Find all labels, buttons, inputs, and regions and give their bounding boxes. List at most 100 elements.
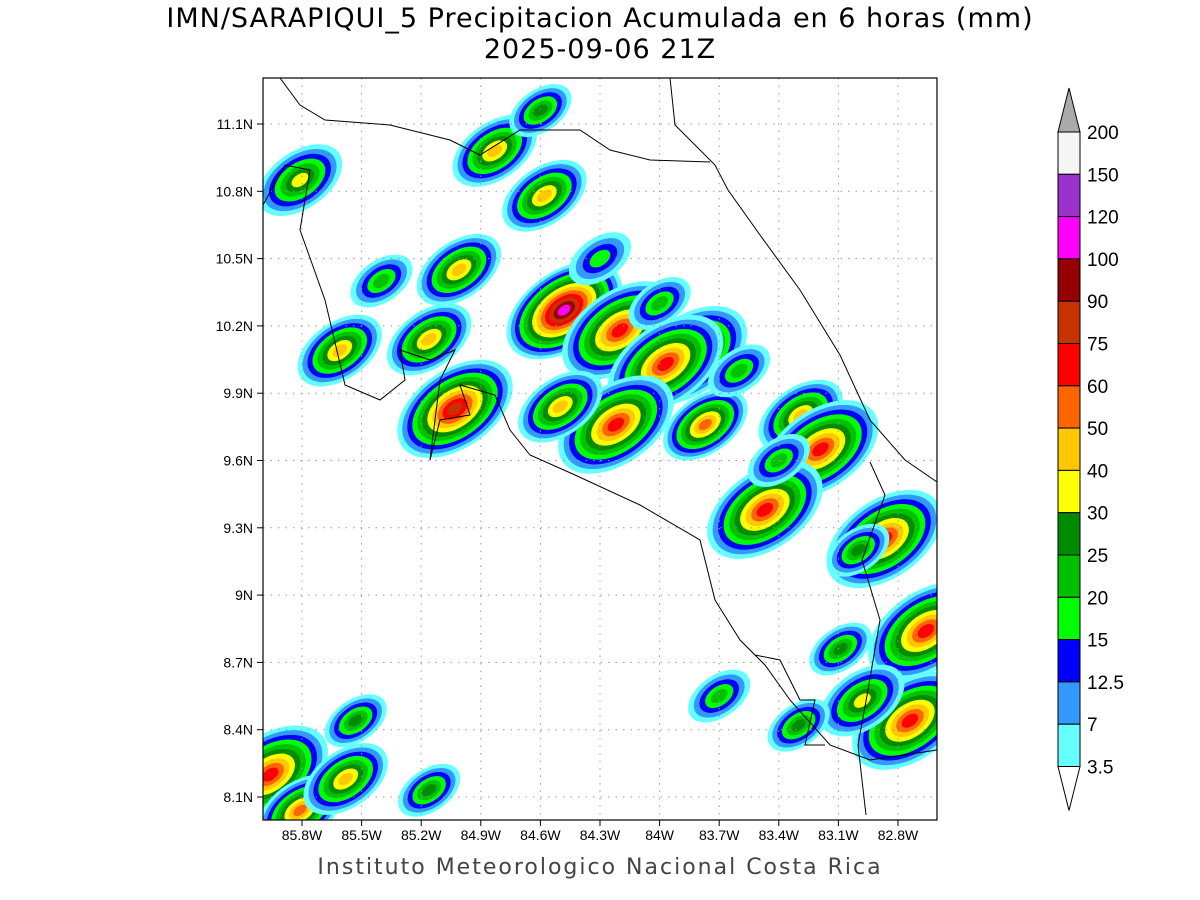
colorbar-swatch <box>1057 427 1081 471</box>
precip-contour <box>263 767 279 782</box>
x-tick-label: 84.3W <box>580 827 621 843</box>
y-tick-label: 9N <box>235 587 253 603</box>
precip-cell <box>707 460 823 559</box>
colorbar-label: 60 <box>1087 377 1108 398</box>
colorbar-label: 3.5 <box>1087 758 1113 779</box>
precip-contour <box>557 304 571 316</box>
precip-contour <box>611 323 629 338</box>
colorbar-swatch <box>1057 469 1081 514</box>
colorbar-swatch <box>1057 723 1081 768</box>
colorbar-swatch <box>1057 173 1081 218</box>
y-tick-label: 11.1N <box>217 116 253 132</box>
precip-contour <box>421 333 437 346</box>
colorbar-swatch <box>1057 681 1081 725</box>
colorbar-swatch <box>1057 216 1081 260</box>
precip-cell <box>663 388 748 461</box>
precip-cell <box>416 233 502 306</box>
precip-contour <box>756 502 774 517</box>
footer-credit: Instituto Meteorologico Nacional Costa R… <box>317 855 883 880</box>
precip-cell <box>398 763 461 817</box>
precip-cell <box>350 254 413 308</box>
y-tick-label: 9.9N <box>223 385 253 401</box>
colorbar-swatch <box>1057 300 1081 345</box>
precip-contour <box>833 642 848 656</box>
map-title: IMN/SARAPIQUI_5 Precipitacion Acumulada … <box>166 3 1034 34</box>
precip-contour <box>698 418 712 431</box>
precip-cell <box>386 303 472 376</box>
y-tick-label: 10.8N <box>216 183 253 199</box>
precip-contour <box>451 263 467 277</box>
precip-contour <box>552 400 568 413</box>
x-tick-label: 84.9W <box>461 827 502 843</box>
x-tick-label: 82.8W <box>878 827 919 843</box>
precip-contour <box>917 623 935 639</box>
precip-cell <box>868 581 937 681</box>
precip-contour <box>291 172 309 188</box>
precip-contour <box>338 772 354 786</box>
precip-cell <box>707 344 771 398</box>
precip-cell <box>688 669 751 723</box>
precip-contour <box>791 719 806 732</box>
colorbar-label: 90 <box>1087 292 1108 313</box>
x-tick-label: 83.1W <box>818 827 859 843</box>
precip-contour <box>710 688 728 704</box>
precip-contour <box>851 544 866 557</box>
precip-cell <box>452 115 537 187</box>
precip-cell <box>518 370 603 443</box>
y-tick-label: 8.1N <box>223 789 253 805</box>
x-tick-label: 85.2W <box>401 827 442 843</box>
colorbar-label: 120 <box>1087 208 1119 229</box>
colorbar-label: 100 <box>1087 250 1119 271</box>
colorbar-label: 40 <box>1087 461 1108 482</box>
precip-cell <box>297 314 382 387</box>
precip-contour <box>533 104 548 117</box>
y-tick-label: 8.4N <box>223 722 253 738</box>
x-tick-label: 84W <box>645 827 675 843</box>
map-subtitle: 2025-09-06 21Z <box>483 34 717 65</box>
x-tick-label: 84.6W <box>520 827 561 843</box>
colorbar-label: 12.5 <box>1087 673 1124 694</box>
colorbar-swatch <box>1057 258 1081 302</box>
x-tick-label: 85.8W <box>282 827 323 843</box>
colorbar-swatch <box>1057 512 1081 556</box>
precip-contour <box>901 713 919 728</box>
colorbar-swatch <box>1057 639 1081 683</box>
precip-cell <box>502 159 587 232</box>
precip-contour <box>348 714 363 727</box>
precip-contour <box>421 784 437 797</box>
coastline <box>279 78 711 163</box>
colorbar-label: 20 <box>1087 588 1108 609</box>
precip-contour <box>607 417 625 432</box>
precip-contour <box>293 804 307 817</box>
precip-contour <box>372 273 390 289</box>
precip-cell <box>506 261 622 360</box>
coastlines <box>263 78 937 816</box>
colorbar-label: 30 <box>1087 504 1108 525</box>
y-tick-label: 8.7N <box>223 654 253 670</box>
colorbar-label: 15 <box>1087 631 1108 652</box>
colorbar-label: 200 <box>1087 123 1119 144</box>
x-tick-label: 85.5W <box>341 827 382 843</box>
precip-contour <box>812 442 829 457</box>
colorbar-label: 25 <box>1087 546 1108 567</box>
precip-contour <box>730 363 748 378</box>
x-tick-label: 83.7W <box>699 827 740 843</box>
precip-contour <box>447 402 463 416</box>
colorbar-swatch <box>1057 343 1081 387</box>
colorbar-swatch <box>1057 596 1081 641</box>
colorbar-max-arrow <box>1057 87 1081 133</box>
x-tick-label: 83.4W <box>759 827 800 843</box>
colorbar-label: 7 <box>1087 715 1098 736</box>
precip-cell <box>509 84 572 137</box>
precip-cell <box>827 523 890 577</box>
coastline <box>669 78 937 483</box>
colorbar: 200 150 120 100 90 75 60 50 40 30 25 20 15 12.5 7 3.5 <box>1057 87 1124 811</box>
colorbar-label: 75 <box>1087 335 1108 356</box>
colorbar-label: 50 <box>1087 419 1108 440</box>
axis-ticks: 85.8W 85.5W 85.2W 84.9W 84.6W 84.3W 84W 83.7W 83… <box>216 116 919 843</box>
colorbar-swatch <box>1057 385 1081 429</box>
precipitation-field <box>263 84 937 820</box>
y-tick-label: 9.6N <box>223 453 253 469</box>
